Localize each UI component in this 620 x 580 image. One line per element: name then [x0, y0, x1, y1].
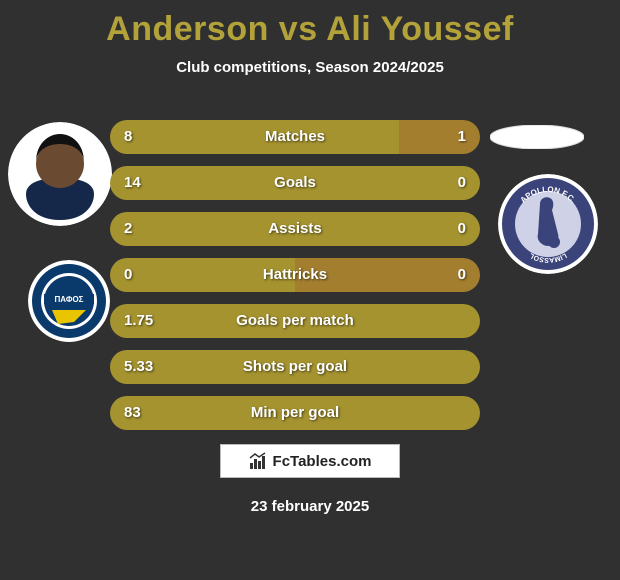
comparison-bars: 81Matches 140Goals 20Assists 00Hattricks 1.7… — [110, 120, 480, 442]
person-icon — [8, 122, 112, 226]
flag-icon — [490, 125, 584, 149]
chart-icon — [249, 452, 267, 470]
stat-row: 20Assists — [110, 212, 480, 246]
stat-label: Goals — [110, 166, 480, 200]
left-club-badge: ΠΑΦΟΣ — [28, 260, 110, 342]
left-player-avatar — [8, 122, 112, 226]
stat-row: 5.33Shots per goal — [110, 350, 480, 384]
date-text: 23 february 2025 — [0, 498, 620, 515]
stat-row: 00Hattricks — [110, 258, 480, 292]
stat-row: 140Goals — [110, 166, 480, 200]
club-crest-icon: APOLLON F.C. LIMASSOL — [498, 174, 598, 274]
site-name: FcTables.com — [273, 453, 372, 470]
stat-label: Min per goal — [110, 396, 480, 430]
stat-row: 83Min per goal — [110, 396, 480, 430]
right-club-badge: APOLLON F.C. LIMASSOL — [498, 174, 598, 274]
page-title: Anderson vs Ali Youssef — [0, 0, 620, 49]
badge-label: ΠΑΦΟΣ — [55, 295, 84, 304]
stat-label: Shots per goal — [110, 350, 480, 384]
page-subtitle: Club competitions, Season 2024/2025 — [0, 59, 620, 76]
stat-label: Hattricks — [110, 258, 480, 292]
stat-label: Assists — [110, 212, 480, 246]
club-crest-icon: ΠΑΦΟΣ — [28, 260, 110, 342]
stat-label: Matches — [110, 120, 480, 154]
stat-label: Goals per match — [110, 304, 480, 338]
stat-row: 81Matches — [110, 120, 480, 154]
site-badge[interactable]: FcTables.com — [220, 444, 400, 478]
stat-row: 1.75Goals per match — [110, 304, 480, 338]
right-player-flag — [490, 125, 584, 149]
